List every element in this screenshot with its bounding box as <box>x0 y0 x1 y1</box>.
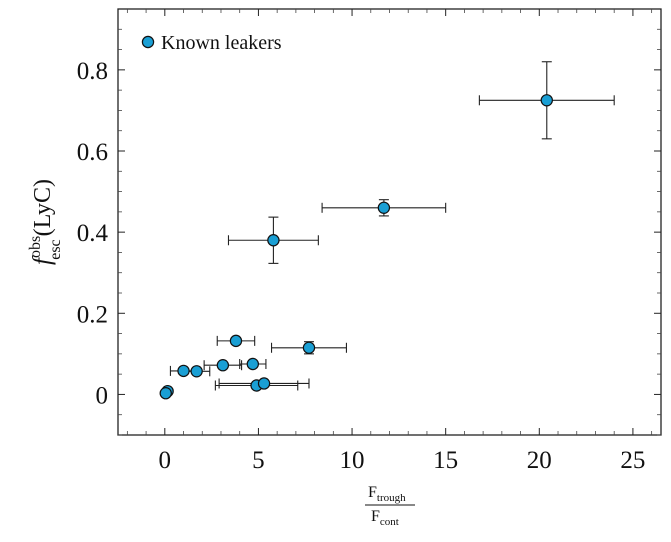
x-tick-label: 10 <box>340 447 365 474</box>
y-tick-label: 0.2 <box>77 301 108 328</box>
y-axis: 0 0.2 0.4 0.6 0.8 <box>77 58 661 409</box>
x-axis: 0 5 10 15 20 25 <box>159 9 645 474</box>
y-label-sup: obs <box>27 236 44 258</box>
x-label-denominator-sub: cont <box>380 516 399 528</box>
data-points <box>159 94 553 400</box>
legend: Known leakers <box>141 32 282 54</box>
x-tick-label: 0 <box>159 447 172 474</box>
y-label-suffix: (LyC) <box>30 179 56 236</box>
data-point <box>267 234 280 247</box>
x-label-numerator: F <box>368 484 377 501</box>
data-point <box>302 341 316 354</box>
minor-ticks <box>118 9 661 436</box>
y-tick-label: 0 <box>96 382 109 409</box>
data-point <box>246 357 260 371</box>
data-point <box>257 377 271 390</box>
legend-marker <box>141 35 155 49</box>
x-axis-label: Ftrough Fcont <box>365 484 415 528</box>
x-tick-label: 15 <box>433 447 458 474</box>
data-point <box>229 334 243 348</box>
y-tick-label: 0.6 <box>77 139 108 166</box>
legend-label: Known leakers <box>161 32 282 54</box>
data-point <box>540 94 553 107</box>
data-point <box>377 201 391 214</box>
data-point <box>159 387 172 400</box>
x-tick-label: 20 <box>527 447 552 474</box>
y-label-sub: esc <box>47 239 64 259</box>
data-point <box>190 365 203 378</box>
y-label-symbol: f <box>29 255 56 265</box>
x-label-numerator-sub: trough <box>377 492 406 504</box>
x-label-denominator: F <box>371 508 380 525</box>
y-axis-label: fobs esc (LyC) <box>27 179 64 265</box>
plot-frame <box>117 8 662 436</box>
svg-text:Fcont: Fcont <box>371 508 399 528</box>
data-point <box>177 364 190 378</box>
x-tick-label: 25 <box>620 447 645 474</box>
y-tick-label: 0.8 <box>77 58 108 85</box>
y-tick-label: 0.4 <box>77 220 109 247</box>
data-point <box>216 359 230 372</box>
x-tick-label: 5 <box>252 447 265 474</box>
svg-text:Ftrough: Ftrough <box>368 484 406 504</box>
